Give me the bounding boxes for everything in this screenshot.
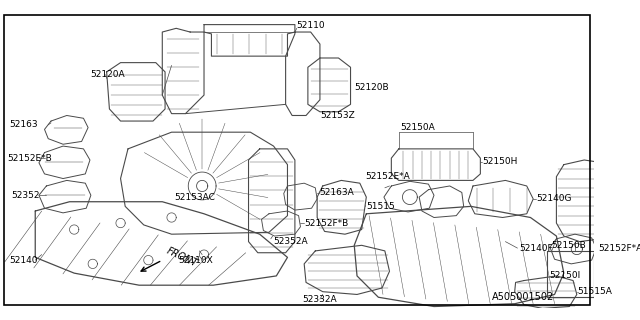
Text: FRONT: FRONT <box>165 246 200 269</box>
Text: 52120A: 52120A <box>90 70 125 79</box>
Text: 52153AC: 52153AC <box>174 193 215 202</box>
Text: 52152E*B: 52152E*B <box>8 154 52 163</box>
Text: 52152F*B: 52152F*B <box>304 219 348 228</box>
Text: 51515A: 51515A <box>578 287 612 296</box>
Text: 52110X: 52110X <box>178 256 212 265</box>
Text: 52140: 52140 <box>9 256 38 265</box>
Text: 52110: 52110 <box>297 21 325 30</box>
Text: 52352: 52352 <box>11 191 40 200</box>
Text: 52163A: 52163A <box>319 188 354 197</box>
Text: 52152E*A: 52152E*A <box>365 172 410 181</box>
Text: 52150H: 52150H <box>482 157 518 166</box>
Text: 52120B: 52120B <box>355 83 389 92</box>
Text: 52150B: 52150B <box>552 241 586 250</box>
Text: A505001502: A505001502 <box>492 292 554 302</box>
Text: 52140G: 52140G <box>536 195 572 204</box>
Text: 51515: 51515 <box>366 202 395 211</box>
Text: 52140F: 52140F <box>519 244 553 252</box>
Text: 52153Z: 52153Z <box>320 111 355 120</box>
Text: 52352A: 52352A <box>273 237 308 246</box>
Text: 52332A: 52332A <box>302 295 337 304</box>
Text: 52163: 52163 <box>9 120 38 129</box>
Text: 52150I: 52150I <box>549 271 580 280</box>
Text: 52150A: 52150A <box>401 123 435 132</box>
Text: 52152F*A: 52152F*A <box>598 244 640 252</box>
